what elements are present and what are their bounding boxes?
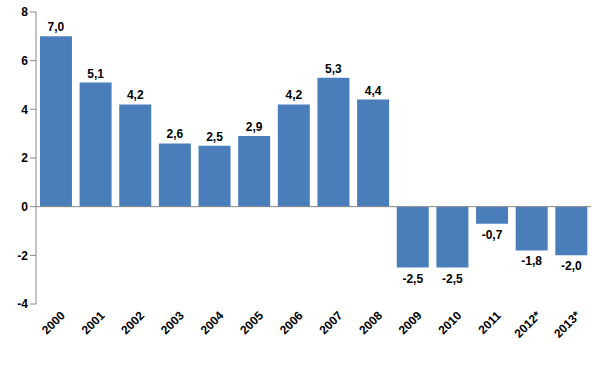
svg-text:-2,5: -2,5 xyxy=(402,272,423,286)
svg-text:2,9: 2,9 xyxy=(246,120,263,134)
svg-text:2001: 2001 xyxy=(79,308,108,337)
svg-text:-2,5: -2,5 xyxy=(442,272,463,286)
svg-text:2,5: 2,5 xyxy=(206,130,223,144)
svg-text:4,4: 4,4 xyxy=(365,84,382,98)
svg-text:2004: 2004 xyxy=(198,308,227,337)
svg-text:2012*: 2012* xyxy=(511,308,543,340)
svg-text:-1,8: -1,8 xyxy=(521,254,542,268)
svg-text:0: 0 xyxy=(21,200,28,214)
svg-text:2013*: 2013* xyxy=(551,308,583,340)
svg-text:2005: 2005 xyxy=(237,308,266,337)
svg-text:2006: 2006 xyxy=(277,308,306,337)
svg-text:2,6: 2,6 xyxy=(167,127,184,141)
svg-text:4: 4 xyxy=(21,103,28,117)
svg-text:-2,0: -2,0 xyxy=(561,259,582,273)
svg-text:2010: 2010 xyxy=(435,308,464,337)
svg-text:5,1: 5,1 xyxy=(87,67,104,81)
svg-text:-0,7: -0,7 xyxy=(482,228,503,242)
svg-text:2007: 2007 xyxy=(317,308,346,337)
svg-text:5,3: 5,3 xyxy=(325,62,342,76)
svg-text:2002: 2002 xyxy=(118,308,147,337)
svg-text:2: 2 xyxy=(21,151,28,165)
svg-text:6: 6 xyxy=(21,54,28,68)
svg-text:2011: 2011 xyxy=(476,308,505,337)
svg-text:2003: 2003 xyxy=(158,308,187,337)
svg-text:4,2: 4,2 xyxy=(127,88,144,102)
svg-text:-2: -2 xyxy=(17,249,28,263)
svg-text:-4: -4 xyxy=(17,297,28,311)
svg-text:2009: 2009 xyxy=(396,308,425,337)
svg-text:2000: 2000 xyxy=(39,308,68,337)
svg-text:8: 8 xyxy=(21,5,28,19)
svg-text:7,0: 7,0 xyxy=(48,20,65,34)
svg-text:2008: 2008 xyxy=(356,308,385,337)
svg-text:4,2: 4,2 xyxy=(285,88,302,102)
